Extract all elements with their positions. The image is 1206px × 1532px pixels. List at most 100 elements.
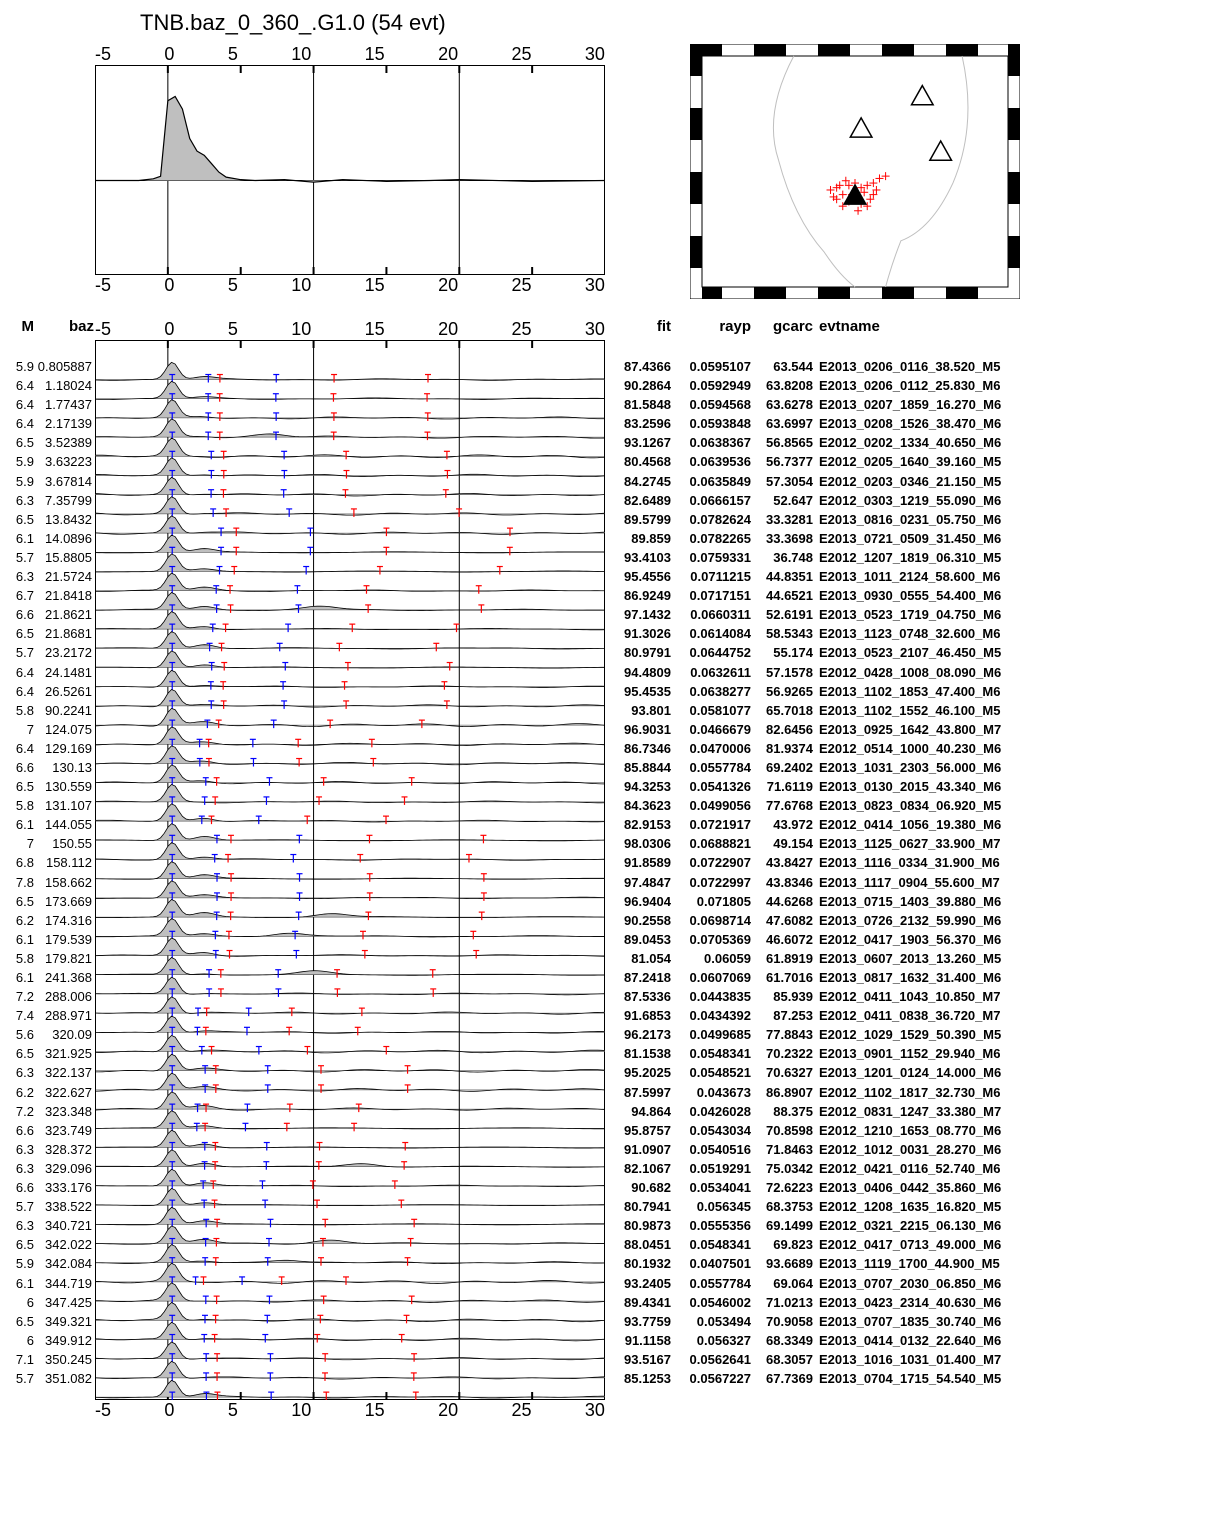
axis-tick-label: 30: [585, 1400, 605, 1421]
table-row: 5.6320.09: [10, 1028, 95, 1047]
table-row: 7.2323.348: [10, 1105, 95, 1124]
table-row: 89.04530.070536946.6072E2012_0417_1903_5…: [611, 933, 1059, 952]
table-row: 89.8590.078226533.3698E2013_0721_0509_31…: [611, 532, 1059, 551]
table-row: 6.721.8418: [10, 589, 95, 608]
table-row: 91.09070.054051671.8463E2012_1012_0031_2…: [611, 1143, 1059, 1162]
table-row: 5.8179.821: [10, 952, 95, 971]
table-row: 6.424.1481: [10, 666, 95, 685]
table-row: 6.5321.925: [10, 1047, 95, 1066]
station-marker: [850, 118, 872, 137]
table-row: 6.5173.669: [10, 895, 95, 914]
table-row: 95.45560.071121544.8351E2013_1011_2124_5…: [611, 570, 1059, 589]
table-row: 82.64890.066615752.647E2012_0303_1219_55…: [611, 494, 1059, 513]
header-M: M: [10, 319, 34, 334]
axis-tick-label: 30: [585, 319, 605, 340]
table-row: 6.2174.316: [10, 914, 95, 933]
table-row: 6.6323.749: [10, 1124, 95, 1143]
table-row: 6.114.0896: [10, 532, 95, 551]
trace-top-axis: -5051015202530: [95, 319, 605, 340]
axis-tick-label: 20: [438, 319, 458, 340]
table-row: 86.92490.071715144.6521E2013_0930_0555_5…: [611, 589, 1059, 608]
table-row: 80.19320.040750193.6689E2013_1119_1700_4…: [611, 1257, 1059, 1276]
table-row: 6.1344.719: [10, 1277, 95, 1296]
table-row: 80.97910.064475255.174E2013_0523_2107_46…: [611, 646, 1059, 665]
table-row: 6.5342.022: [10, 1238, 95, 1257]
table-row: 6.3322.137: [10, 1066, 95, 1085]
table-row: 94.32530.054132671.6119E2013_0130_2015_4…: [611, 780, 1059, 799]
table-row: 91.68530.043439287.253E2012_0411_0838_36…: [611, 1009, 1059, 1028]
table-row: 6.521.8681: [10, 627, 95, 646]
axis-tick-label: -5: [95, 275, 111, 296]
table-row: 7.8158.662: [10, 876, 95, 895]
table-row: 90.25580.069871447.6082E2013_0726_2132_5…: [611, 914, 1059, 933]
table-row: 94.48090.063261157.1578E2012_0428_1008_0…: [611, 666, 1059, 685]
axis-tick-label: 0: [164, 275, 174, 296]
table-row: 93.77590.05349470.9058E2013_0707_1835_30…: [611, 1315, 1059, 1334]
table-row: 93.8010.058107765.7018E2013_1102_1552_46…: [611, 704, 1059, 723]
left-columns: M baz 5.90.8058876.41.180246.41.774376.4…: [10, 319, 95, 1421]
axis-tick-label: 20: [438, 1400, 458, 1421]
axis-tick-label: 20: [438, 44, 458, 65]
table-row: 82.91530.072191743.972E2012_0414_1056_19…: [611, 818, 1059, 837]
axis-tick-label: 10: [291, 275, 311, 296]
axis-tick-label: 25: [511, 275, 531, 296]
axis-tick-label: -5: [95, 44, 111, 65]
table-row: 96.21730.049968577.8843E2012_1029_1529_5…: [611, 1028, 1059, 1047]
axis-tick-label: -5: [95, 1400, 111, 1421]
table-row: 6.2322.627: [10, 1086, 95, 1105]
table-row: 90.28640.059294963.8208E2013_0206_0112_2…: [611, 379, 1059, 398]
table-row: 98.03060.068882149.154E2013_1125_0627_33…: [611, 837, 1059, 856]
axis-tick-label: 10: [291, 44, 311, 65]
table-row: 7124.075: [10, 723, 95, 742]
stack-chart: [95, 65, 605, 275]
table-row: 6.8158.112: [10, 856, 95, 875]
header-evtname: evtname: [813, 319, 1059, 334]
table-row: 82.10670.051929175.0342E2012_0421_0116_5…: [611, 1162, 1059, 1181]
axis-tick-label: 5: [228, 319, 238, 340]
map-panel: [690, 44, 1020, 299]
table-row: 83.25960.059384863.6997E2013_0208_1526_3…: [611, 417, 1059, 436]
table-row: 5.7338.522: [10, 1200, 95, 1219]
table-row: 90.6820.053404172.6223E2013_0406_0442_35…: [611, 1181, 1059, 1200]
table-row: 5.9342.084: [10, 1257, 95, 1276]
table-row: 5.723.2172: [10, 646, 95, 665]
table-row: 96.90310.046667982.6456E2013_0925_1642_4…: [611, 723, 1059, 742]
stack-top-axis: -5051015202530: [95, 44, 605, 65]
axis-tick-label: 25: [511, 1400, 531, 1421]
event-marker: [839, 191, 847, 199]
table-row: 6347.425: [10, 1296, 95, 1315]
table-row: 6.1179.539: [10, 933, 95, 952]
table-row: 6.321.5724: [10, 570, 95, 589]
table-row: 91.85890.072290743.8427E2013_1116_0334_3…: [611, 856, 1059, 875]
table-row: 5.715.8805: [10, 551, 95, 570]
axis-tick-label: 15: [365, 275, 385, 296]
table-row: 6.41.18024: [10, 379, 95, 398]
table-row: 6.1144.055: [10, 818, 95, 837]
axis-tick-label: 0: [164, 1400, 174, 1421]
location-map: [690, 44, 1020, 299]
table-row: 93.24050.055778469.064E2013_0707_2030_06…: [611, 1277, 1059, 1296]
axis-tick-label: 30: [585, 275, 605, 296]
table-row: 91.30260.061408458.5343E2013_1123_0748_3…: [611, 627, 1059, 646]
table-row: 7150.55: [10, 837, 95, 856]
table-row: 6.4129.169: [10, 742, 95, 761]
table-row: 81.15380.054834170.2322E2013_0901_1152_2…: [611, 1047, 1059, 1066]
table-row: 6.6333.176: [10, 1181, 95, 1200]
table-row: 97.48470.072299743.8346E2013_1117_0904_5…: [611, 876, 1059, 895]
axis-tick-label: 10: [291, 1400, 311, 1421]
table-row: 6.37.35799: [10, 494, 95, 513]
table-row: 93.12670.063836756.8565E2012_0202_1334_4…: [611, 436, 1059, 455]
table-row: 86.73460.047000681.9374E2012_0514_1000_4…: [611, 742, 1059, 761]
table-row: 6.42.17139: [10, 417, 95, 436]
table-row: 85.12530.056722767.7369E2013_0704_1715_5…: [611, 1372, 1059, 1391]
table-row: 7.4288.971: [10, 1009, 95, 1028]
station-marker: [930, 141, 952, 160]
axis-tick-label: 0: [164, 319, 174, 340]
table-row: 5.93.63223: [10, 455, 95, 474]
axis-tick-label: 25: [511, 44, 531, 65]
axis-tick-label: 5: [228, 1400, 238, 1421]
axis-tick-label: -5: [95, 319, 111, 340]
axis-tick-label: 15: [365, 1400, 385, 1421]
table-row: 95.20250.054852170.6327E2013_1201_0124_1…: [611, 1066, 1059, 1085]
header-gcarc: gcarc: [751, 319, 813, 334]
